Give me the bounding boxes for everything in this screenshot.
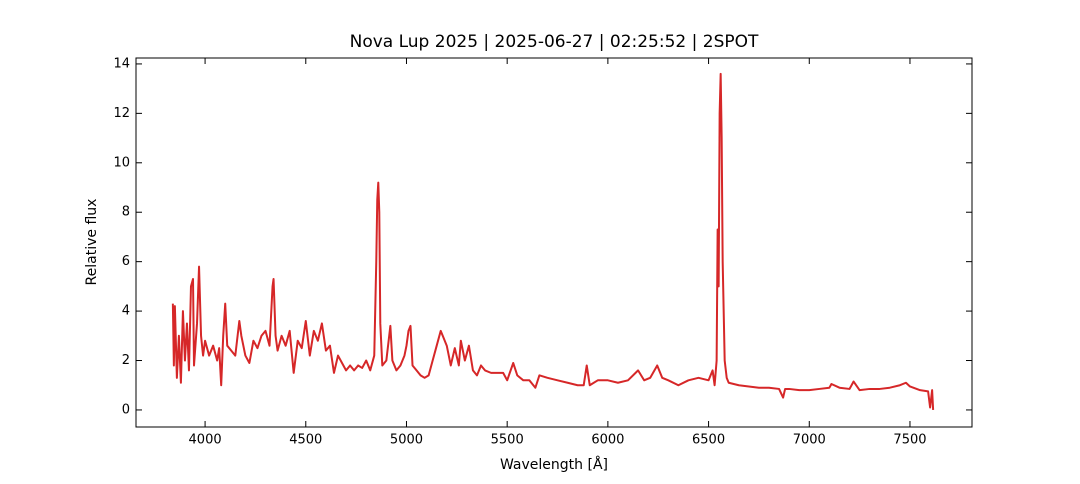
x-tick-label: 7000 (793, 433, 826, 448)
y-tick-label: 6 (122, 254, 130, 269)
x-tick-label: 4000 (189, 433, 222, 448)
y-tick-label: 8 (122, 205, 130, 220)
y-tick-label: 14 (113, 56, 130, 71)
y-tick-label: 10 (113, 155, 130, 170)
x-tick-label: 5500 (491, 433, 524, 448)
y-tick-label: 4 (122, 304, 130, 319)
x-tick-label: 6500 (692, 433, 725, 448)
x-tick-label: 5000 (390, 433, 423, 448)
plot-frame (135, 57, 973, 428)
x-axis-label: Wavelength [Å] (500, 456, 608, 473)
y-axis-label: Relative flux (84, 199, 100, 286)
y-tick-label: 2 (122, 353, 130, 368)
spectrum-line (171, 72, 935, 411)
x-tick-label: 4500 (289, 433, 322, 448)
y-tick-label: 0 (122, 402, 130, 417)
x-tick-label: 7500 (893, 433, 926, 448)
y-tick-label: 12 (113, 106, 130, 121)
x-tick-label: 6000 (591, 433, 624, 448)
chart-title: Nova Lup 2025 | 2025-06-27 | 02:25:52 | … (350, 32, 759, 52)
